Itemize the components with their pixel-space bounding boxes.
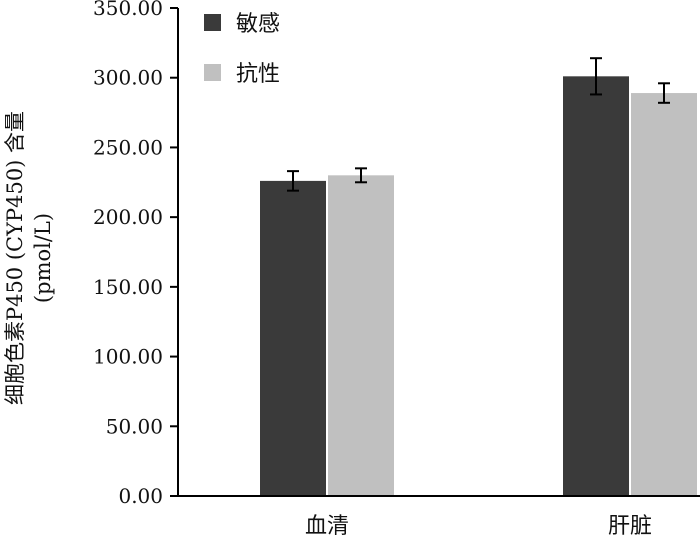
legend-label: 敏感 bbox=[236, 12, 280, 37]
x-category-label: 血清 bbox=[305, 514, 349, 537]
y-axis-ticks: 0.00 50.00 100.00 150.00 200.00 250.00 300.00 3… bbox=[93, 0, 178, 508]
legend-swatch bbox=[204, 14, 221, 31]
bars bbox=[260, 76, 697, 497]
bar bbox=[328, 175, 394, 497]
error-bars bbox=[287, 57, 670, 192]
legend-swatch bbox=[204, 64, 221, 81]
y-axis-title-line-2: (pmol/L) bbox=[31, 213, 55, 303]
bar bbox=[631, 93, 697, 497]
y-tick-label: 100.00 bbox=[93, 345, 163, 369]
y-tick-label: 50.00 bbox=[106, 414, 163, 438]
y-tick-label: 300.00 bbox=[93, 66, 163, 90]
x-axis-labels: 血清 肝脏 bbox=[305, 514, 652, 537]
bar bbox=[563, 76, 629, 496]
y-tick-label: 150.00 bbox=[93, 275, 163, 299]
y-tick-label: 250.00 bbox=[93, 135, 163, 159]
y-tick-label: 350.00 bbox=[93, 0, 163, 20]
y-tick-label: 0.00 bbox=[118, 484, 163, 508]
x-category-label: 肝脏 bbox=[608, 514, 652, 537]
y-axis-title: 细胞色素P450 (CYP450) 含量 (pmol/L) bbox=[3, 111, 55, 405]
y-axis-title-line-1: 细胞色素P450 (CYP450) 含量 bbox=[3, 111, 27, 405]
bar bbox=[260, 180, 326, 497]
y-tick-label: 200.00 bbox=[93, 205, 163, 229]
legend-label: 抗性 bbox=[236, 62, 280, 87]
